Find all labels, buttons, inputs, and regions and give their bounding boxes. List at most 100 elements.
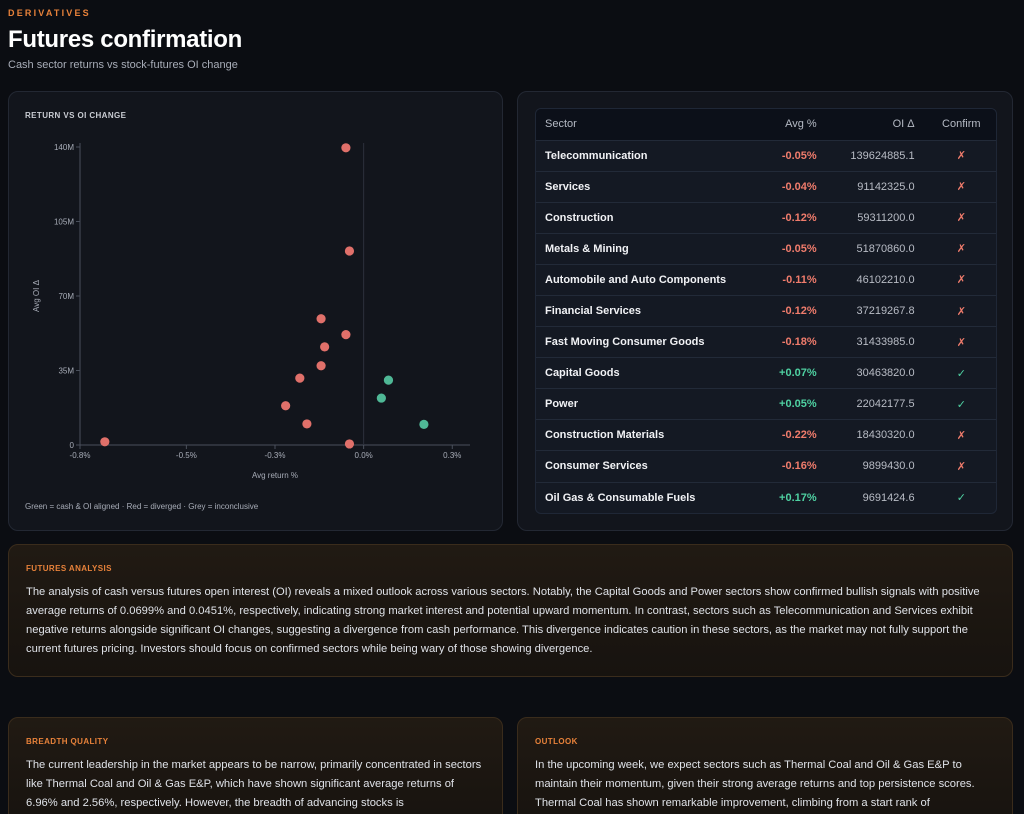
cell-sector: Metals & Mining: [545, 242, 629, 255]
scatter-point-diverged: [302, 419, 312, 429]
cell-confirm: ✓: [956, 367, 966, 380]
outlook-title: OUTLOOK: [535, 737, 578, 746]
scatter-point-diverged: [344, 439, 355, 449]
cell-confirm: ✗: [956, 429, 966, 442]
cell-oi-change: 18430320.0: [856, 429, 915, 442]
cell-avg-return: -0.05%: [781, 149, 817, 162]
chart-title: RETURN VS OI CHANGE: [25, 111, 127, 120]
x-tick-label: -0.5%: [176, 451, 197, 460]
table-row[interactable]: Automobile and Auto Components -0.11% 4610…: [536, 264, 996, 295]
cell-confirm: ✗: [956, 460, 966, 473]
table-row[interactable]: Power +0.05% 22042177.5 ✓: [536, 388, 996, 420]
sector-table: Sector Avg % OI Δ Confirm Telecommunicat…: [536, 109, 996, 513]
table-row[interactable]: Construction Materials -0.22% 18430320.0 ✗: [536, 419, 996, 451]
page-subtitle: Cash sector returns vs stock-futures OI …: [8, 59, 238, 71]
x-tick-label: 0.3%: [443, 451, 461, 460]
scatter-point-aligned: [383, 375, 394, 385]
x-axis-label: Avg return %: [252, 471, 298, 480]
col-header-avg[interactable]: Avg %: [785, 118, 817, 131]
futures-analysis-title: FUTURES ANALYSIS: [26, 564, 112, 573]
breadth-quality-body: The current leadership in the market app…: [26, 759, 482, 809]
cell-avg-return: -0.22%: [781, 429, 817, 442]
cell-avg-return: +0.05%: [779, 398, 817, 411]
y-tick-label: 105M: [54, 218, 74, 227]
sector-table-wrapper: Sector Avg % OI Δ Confirm Telecommunicat…: [535, 108, 997, 514]
cell-sector: Oil Gas & Consumable Fuels: [545, 491, 696, 504]
table-row[interactable]: Metals & Mining -0.05% 51870860.0 ✗: [536, 233, 996, 264]
section-eyebrow: DERIVATIVES: [8, 8, 91, 18]
cell-oi-change: 30463820.0: [856, 367, 915, 380]
cell-avg-return: +0.07%: [779, 367, 817, 380]
table-row[interactable]: Capital Goods +0.07% 30463820.0 ✓: [536, 357, 996, 389]
cell-oi-change: 22042177.5: [856, 398, 915, 411]
table-header-row: Sector Avg % OI Δ Confirm: [536, 109, 996, 140]
scatter-point-diverged: [341, 329, 351, 340]
table-row[interactable]: Services -0.04% 91142325.0 ✗: [536, 171, 996, 202]
y-tick-label: 0: [70, 441, 75, 450]
cell-sector: Construction: [545, 211, 614, 224]
chart-legend-note: Green = cash & OI aligned · Red = diverg…: [25, 502, 259, 511]
x-tick-label: -0.3%: [265, 451, 286, 460]
page-title: Futures confirmation: [8, 26, 243, 53]
y-tick-label: 70M: [58, 292, 74, 301]
cell-confirm: ✓: [956, 398, 966, 411]
scatter-point-diverged: [316, 314, 326, 324]
cell-confirm: ✗: [956, 243, 966, 256]
cell-oi-change: 37219267.8: [856, 305, 915, 318]
scatter-point-diverged: [316, 361, 326, 371]
scatter-point-diverged: [344, 246, 355, 256]
table-row[interactable]: Consumer Services -0.16% 9899430.0 ✗: [536, 450, 996, 482]
table-row[interactable]: Fast Moving Consumer Goods -0.18% 31433985…: [536, 326, 996, 358]
cell-oi-change: 46102210.0: [856, 273, 915, 286]
cell-oi-change: 51870860.0: [856, 242, 915, 255]
cell-oi-change: 91142325.0: [857, 180, 915, 193]
outlook-card: OUTLOOK In the upcoming week, we expect …: [517, 717, 1013, 814]
table-row[interactable]: Telecommunication -0.05% 139624885.1 ✗: [536, 140, 996, 171]
cell-sector: Fast Moving Consumer Goods: [545, 336, 705, 349]
table-row[interactable]: Oil Gas & Consumable Fuels +0.17% 9691424.…: [536, 482, 996, 513]
cell-oi-change: 139624885.1: [850, 149, 915, 162]
cell-sector: Power: [545, 398, 579, 411]
cell-sector: Automobile and Auto Components: [545, 273, 727, 286]
cell-avg-return: -0.11%: [782, 273, 817, 286]
table-row[interactable]: Financial Services -0.12% 37219267.8 ✗: [536, 295, 996, 326]
scatter-chart: 0 35M 70M 105M 140M -0.8% -0.5% -0.3% 0.0% 0.3% Av…: [32, 143, 470, 480]
outlook-body: In the upcoming week, we expect sectors …: [535, 759, 975, 809]
scatter-chart-card: 0 35M 70M 105M 140M -0.8% -0.5% -0.3% 0.0% 0.3% Av…: [8, 91, 503, 531]
cell-oi-change: 59311200.0: [857, 211, 915, 224]
breadth-quality-card: BREADTH QUALITY The current leadership i…: [8, 717, 503, 814]
scatter-point-aligned: [376, 393, 386, 403]
cell-confirm: ✓: [956, 492, 966, 505]
scatter-point-diverged: [320, 342, 330, 352]
cell-oi-change: 9691424.6: [862, 491, 915, 504]
cell-sector: Services: [545, 180, 591, 193]
col-header-sector[interactable]: Sector: [545, 118, 577, 131]
cell-oi-change: 31433985.0: [856, 336, 915, 349]
scatter-point-diverged: [341, 143, 351, 153]
cell-sector: Capital Goods: [545, 367, 620, 380]
scatter-point-diverged: [295, 373, 305, 383]
col-header-confirm[interactable]: Confirm: [942, 118, 981, 131]
cell-avg-return: -0.05%: [781, 242, 817, 255]
col-header-oi[interactable]: OI Δ: [892, 118, 915, 131]
cell-sector: Financial Services: [545, 305, 641, 318]
cell-avg-return: -0.16%: [781, 460, 817, 473]
cell-avg-return: -0.18%: [781, 336, 817, 349]
table-body: Telecommunication -0.05% 139624885.1 ✗ Servi…: [536, 140, 996, 513]
cell-confirm: ✗: [956, 336, 966, 349]
y-tick-label: 35M: [58, 367, 74, 376]
cell-confirm: ✗: [956, 274, 966, 287]
y-axis-label: Avg OI Δ: [32, 279, 41, 312]
sector-table-card: Sector Avg % OI Δ Confirm Telecommunicat…: [517, 91, 1013, 531]
cell-sector: Consumer Services: [545, 460, 648, 473]
cell-avg-return: +0.17%: [779, 491, 817, 504]
table-row[interactable]: Construction -0.12% 59311200.0 ✗: [536, 202, 996, 233]
futures-analysis-body: The analysis of cash versus futures open…: [26, 586, 980, 655]
cell-avg-return: -0.12%: [781, 211, 817, 224]
scatter-point-aligned: [419, 419, 429, 429]
cell-sector: Construction Materials: [545, 429, 665, 442]
x-tick-label: -0.8%: [70, 451, 91, 460]
cell-confirm: ✗: [956, 150, 966, 163]
scatter-point-diverged: [281, 401, 291, 411]
scatter-point-diverged: [100, 437, 110, 447]
